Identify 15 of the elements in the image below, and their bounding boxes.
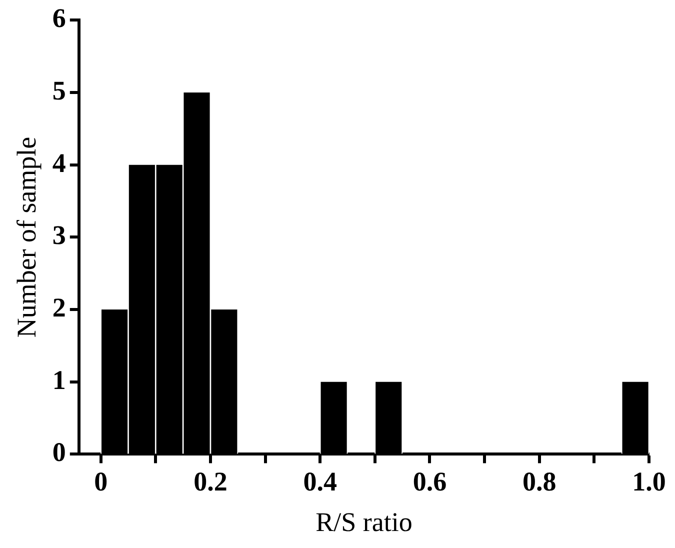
x-tick-label: 1.0	[632, 466, 666, 496]
x-tick-label: 0	[94, 466, 108, 496]
y-tick-label: 3	[52, 220, 66, 250]
y-tick-label: 6	[52, 3, 66, 34]
y-tick-label: 0	[52, 437, 66, 468]
x-tick-label: 0.2	[194, 466, 228, 496]
x-tick-label: 0.6	[412, 466, 447, 496]
x-tick-label: 0.4	[303, 466, 337, 496]
y-tick-label: 4	[52, 148, 66, 178]
y-tick-label: 5	[52, 76, 66, 106]
y-axis-title: Number of sample	[11, 136, 42, 338]
y-tick-label: 1	[52, 364, 66, 395]
x-tick-label: 0.8	[522, 466, 556, 496]
x-axis-title: R/S ratio	[316, 506, 412, 537]
y-tick-label: 2	[52, 292, 66, 322]
